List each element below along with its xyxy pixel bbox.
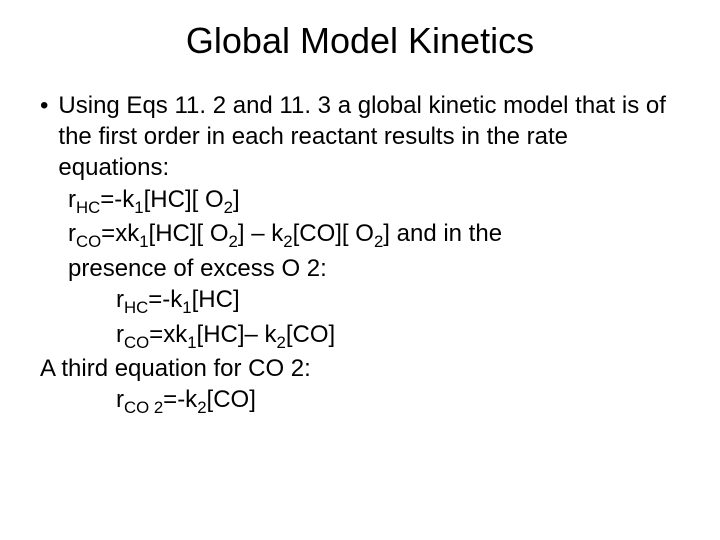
- equation-2: rCO=xk1[HC][ O2] – k2[CO][ O2] and in th…: [40, 218, 680, 253]
- eq-sub: CO 2: [124, 398, 163, 417]
- eq-sub: 2: [197, 398, 206, 417]
- eq-text: =xk: [101, 220, 139, 247]
- third-equation-label: A third equation for CO 2:: [40, 353, 680, 384]
- eq-sub: 2: [374, 232, 383, 251]
- slide-body: • Using Eqs 11. 2 and 11. 3 a global kin…: [40, 90, 680, 419]
- eq-text: ] – k: [238, 220, 283, 247]
- eq-text: [CO]: [207, 386, 256, 413]
- eq-sub: 1: [187, 332, 196, 351]
- eq-sub: CO: [76, 232, 101, 251]
- bullet-item: • Using Eqs 11. 2 and 11. 3 a global kin…: [40, 90, 680, 184]
- eq-sub: 2: [224, 197, 233, 216]
- eq-text: ] and in the: [383, 220, 502, 247]
- equation-1: rHC=-k1[HC][ O2]: [40, 184, 680, 219]
- eq-text: [HC]: [192, 286, 240, 313]
- intro-text: Using Eqs 11. 2 and 11. 3 a global kinet…: [58, 92, 665, 181]
- eq-text: r: [116, 286, 124, 313]
- slide-title: Global Model Kinetics: [40, 20, 680, 62]
- equation-2-tail: presence of excess O 2:: [40, 253, 680, 284]
- eq-text: ]: [233, 186, 240, 213]
- equation-3: rHC=-k1[HC]: [40, 284, 680, 319]
- eq-text: [HC][ O: [149, 220, 229, 247]
- eq-text: [CO][ O: [293, 220, 374, 247]
- eq-sub: 1: [139, 232, 148, 251]
- eq-sub: HC: [124, 298, 148, 317]
- eq-text: r: [116, 321, 124, 348]
- eq-sub: 2: [229, 232, 238, 251]
- eq-sub: 1: [134, 197, 143, 216]
- bullet-text: Using Eqs 11. 2 and 11. 3 a global kinet…: [58, 90, 680, 184]
- eq-text: [CO]: [286, 321, 335, 348]
- bullet-marker: •: [40, 90, 48, 121]
- eq-sub: HC: [76, 197, 100, 216]
- eq-sub: 1: [182, 298, 191, 317]
- eq-text: =-k: [148, 286, 182, 313]
- equation-4: rCO=xk1[HC]– k2[CO]: [40, 319, 680, 354]
- eq-text: r: [68, 220, 76, 247]
- eq-text: [HC]– k: [197, 321, 277, 348]
- eq-sub: CO: [124, 332, 149, 351]
- eq-text: =xk: [149, 321, 187, 348]
- eq-sub: 2: [283, 232, 292, 251]
- eq-text: =-k: [100, 186, 134, 213]
- eq-text: =-k: [163, 386, 197, 413]
- eq-text: r: [116, 386, 124, 413]
- equation-5: rCO 2=-k2[CO]: [40, 384, 680, 419]
- eq-text: r: [68, 186, 76, 213]
- eq-sub: 2: [277, 332, 286, 351]
- eq-text: [HC][ O: [144, 186, 224, 213]
